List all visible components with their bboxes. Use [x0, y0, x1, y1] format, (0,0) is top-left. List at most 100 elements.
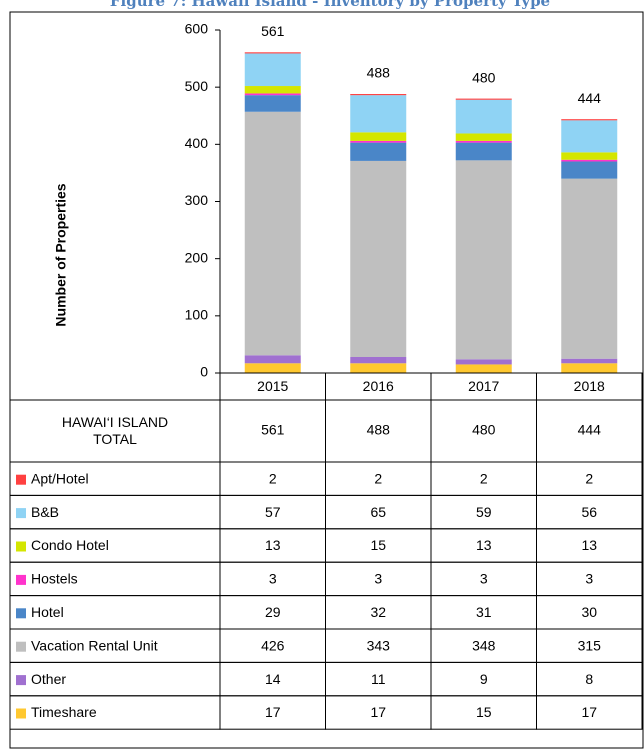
legend-label: Vacation Rental Unit [31, 637, 158, 653]
table-value: 13 [265, 537, 281, 553]
table-value: 2 [374, 470, 382, 486]
table-value: 2 [269, 470, 277, 486]
frame [9, 11, 644, 749]
y-tick-label: 500 [185, 78, 209, 94]
table-value: 56 [581, 504, 597, 520]
table-value: 13 [476, 537, 492, 553]
legend-swatch [16, 474, 26, 485]
table-value: 3 [374, 571, 382, 587]
y-tick-label: 300 [185, 192, 209, 208]
bar-segment [244, 363, 301, 373]
bar-segment [350, 142, 407, 161]
total-label: 444 [578, 90, 602, 106]
table-value: 488 [367, 422, 391, 438]
table-value: 13 [581, 537, 597, 553]
x-tick-label: 2017 [468, 378, 499, 394]
table-value: 17 [370, 704, 386, 720]
table-value: 444 [578, 422, 602, 438]
total-label: 488 [367, 65, 391, 81]
table-value: 17 [265, 704, 281, 720]
legend-label: Timeshare [31, 704, 97, 720]
bar-segment [455, 359, 512, 365]
bar-segment [350, 132, 407, 141]
bar-segment [350, 356, 407, 364]
bar-segment [455, 98, 512, 100]
table-value: 65 [370, 504, 386, 520]
table-value: 3 [480, 571, 488, 587]
legend-label: Apt/Hotel [31, 470, 89, 486]
table-value: 2 [585, 470, 593, 486]
bar-segment [561, 178, 618, 359]
bar-segment [244, 86, 301, 94]
table-value: 9 [480, 671, 488, 687]
table-value: 348 [472, 637, 496, 653]
y-tick-label: 400 [185, 135, 209, 151]
table-value: 315 [578, 637, 602, 653]
total-row-label: HAWAI‘I ISLAND TOTAL [61, 414, 169, 447]
legend-swatch [16, 675, 26, 686]
legend-label: Hostels [31, 571, 78, 587]
x-tick-label: 2016 [363, 378, 394, 394]
bar-segment [244, 93, 301, 96]
table-cell [536, 695, 643, 730]
x-tick-label: 2015 [257, 378, 288, 394]
total-label: 561 [261, 23, 285, 39]
table-value: 59 [476, 504, 492, 520]
legend-label: Condo Hotel [31, 537, 109, 553]
table-value: 2 [480, 470, 488, 486]
bar-segment [561, 358, 618, 364]
legend-swatch [16, 508, 26, 519]
table-value: 31 [476, 604, 492, 620]
table-value: 480 [472, 422, 496, 438]
table-value: 15 [476, 704, 492, 720]
bar-segment [561, 120, 618, 153]
table-value: 11 [371, 671, 386, 687]
y-tick-label: 0 [200, 364, 208, 380]
table-value: 15 [370, 537, 386, 553]
y-tick-label: 100 [185, 307, 209, 323]
bar-segment [244, 53, 301, 87]
bar-segment [244, 95, 301, 112]
bar-segment [455, 142, 512, 161]
legend-swatch [16, 708, 26, 719]
legend-swatch [16, 541, 26, 552]
table-value: 561 [261, 422, 285, 438]
table-value: 29 [265, 604, 281, 620]
bar-segment [350, 363, 407, 373]
y-tick-label: 200 [185, 249, 209, 265]
table-value: 57 [265, 504, 281, 520]
table-value: 30 [581, 604, 597, 620]
table-value: 14 [265, 671, 281, 687]
bar-segment [455, 99, 512, 134]
chart-title: Figure 7: Hawaii Island - Inventory by P… [110, 0, 550, 10]
table-value: 3 [585, 571, 593, 587]
bar-segment [350, 140, 407, 143]
bar-segment [350, 160, 407, 357]
bar-segment [561, 152, 618, 160]
table-value: 17 [581, 704, 597, 720]
bar-segment [561, 161, 618, 179]
table-value: 8 [585, 671, 593, 687]
table-value: 3 [269, 571, 277, 587]
bar-segment [455, 133, 512, 141]
total-label-box: HAWAI‘I ISLAND TOTAL [61, 414, 169, 447]
bar-segment [244, 111, 301, 356]
y-tick-label: 600 [185, 21, 209, 37]
legend-label: Other [31, 671, 66, 687]
bar-segment [244, 52, 301, 54]
legend-swatch [16, 608, 26, 619]
total-label: 480 [472, 69, 496, 85]
legend-swatch [16, 641, 26, 652]
legend-label: Hotel [31, 604, 64, 620]
bar-segment [455, 364, 512, 373]
table-value: 343 [367, 637, 391, 653]
x-tick-label: 2018 [574, 378, 605, 394]
bar-segment [350, 94, 407, 96]
legend-swatch [16, 574, 26, 585]
bar-segment [244, 355, 301, 364]
legend-label: B&B [31, 504, 59, 520]
bar-segment [350, 95, 407, 133]
y-axis-label: Number of Properties [53, 183, 69, 326]
table-value: 426 [261, 637, 285, 653]
